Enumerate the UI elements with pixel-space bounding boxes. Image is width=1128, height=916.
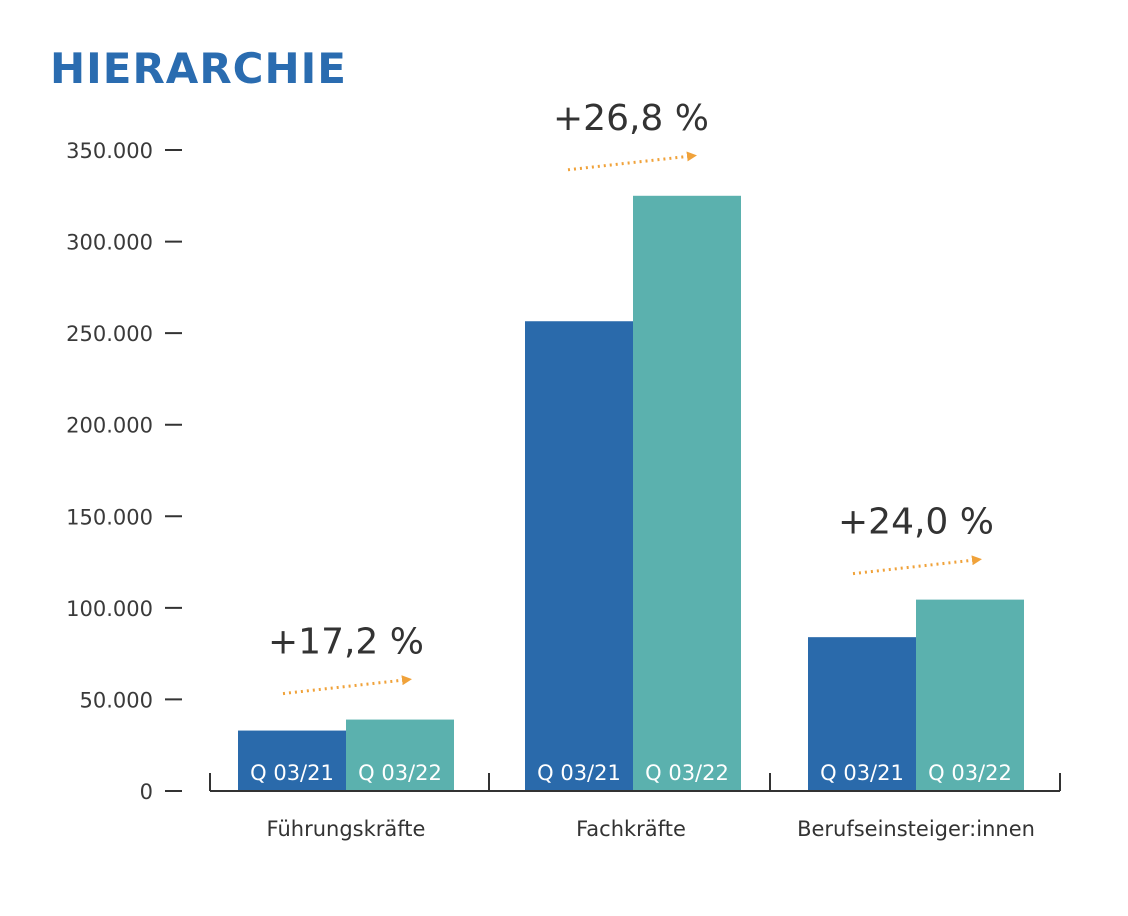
bar-label: Q 03/21: [250, 761, 334, 785]
bar-label: Q 03/22: [645, 761, 729, 785]
change-label: +17,2 %: [268, 622, 424, 663]
growth-arrow: [852, 555, 982, 576]
bar-label: Q 03/21: [820, 761, 904, 785]
category-label: Fachkräfte: [576, 817, 686, 841]
bar-label: Q 03/22: [928, 761, 1012, 785]
bar-label: Q 03/22: [358, 761, 442, 785]
y-tick-label: 350.000: [66, 139, 153, 163]
bar: [808, 637, 916, 791]
change-label: +26,8 %: [553, 98, 709, 139]
growth-arrow: [567, 151, 697, 172]
growth-arrow: [282, 675, 412, 696]
category-label: Berufseinsteiger:innen: [797, 817, 1035, 841]
y-tick-label: 0: [140, 780, 153, 804]
category-label: Führungskräfte: [267, 817, 426, 841]
bar: [916, 599, 1024, 791]
bar: [633, 195, 741, 792]
bar-label: Q 03/21: [537, 761, 621, 785]
y-tick-label: 250.000: [66, 322, 153, 346]
bar: [346, 719, 454, 791]
change-label: +24,0 %: [838, 502, 994, 543]
y-tick-label: 50.000: [80, 688, 153, 712]
bar: [238, 730, 346, 791]
bar: [525, 321, 633, 791]
y-tick-label: 200.000: [66, 414, 153, 438]
chart-title: HIERARCHIE: [50, 44, 347, 93]
y-tick-label: 150.000: [66, 505, 153, 529]
y-tick-label: 300.000: [66, 231, 153, 255]
y-tick-label: 100.000: [66, 597, 153, 621]
